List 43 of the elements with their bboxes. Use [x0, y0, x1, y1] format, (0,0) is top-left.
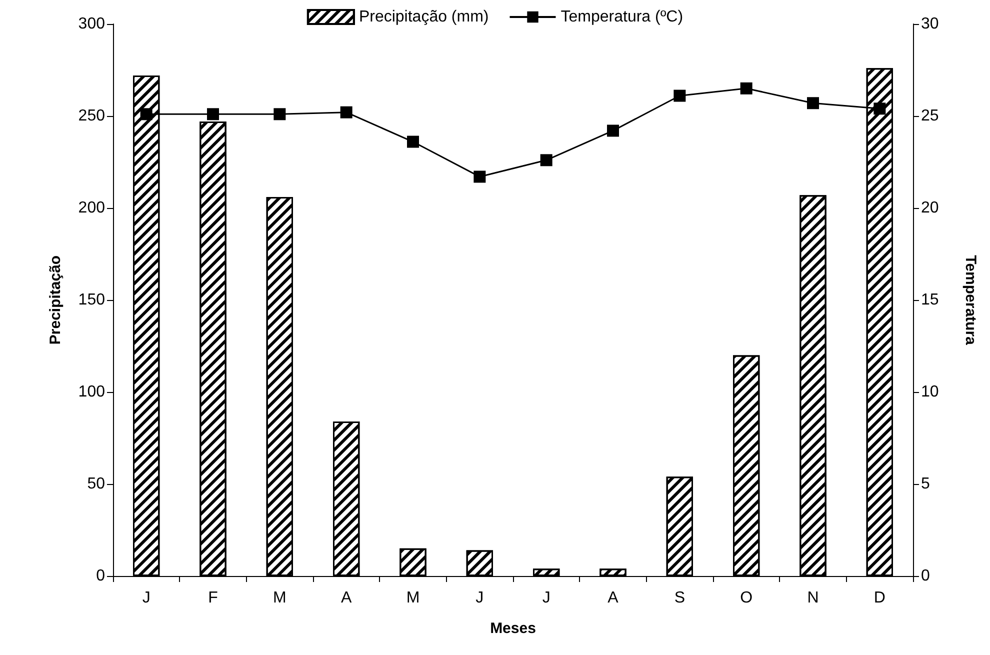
y-tick-label: 50 — [87, 476, 106, 492]
point — [474, 170, 486, 183]
point — [807, 97, 819, 110]
x-tick-label: A — [340, 590, 352, 606]
y2-axis-title: Temperatura — [962, 255, 979, 346]
x-tick-label: N — [807, 590, 819, 606]
y2-tick-label: 5 — [921, 476, 930, 492]
x-tick-label: M — [406, 590, 420, 606]
y-tick-label: 200 — [78, 200, 106, 216]
x-tick-label: S — [674, 590, 686, 606]
legend-label: Temperatura (ºC) — [560, 8, 684, 26]
y-tick-label: 300 — [78, 16, 106, 32]
y2-tick-label: 25 — [921, 108, 939, 124]
y2-tick-label: 30 — [921, 16, 939, 32]
y2-tick-label: 0 — [921, 568, 930, 584]
y-axis-title: Precipitação — [47, 255, 64, 345]
y-tick-label: 150 — [78, 292, 106, 308]
x-tick-label: D — [874, 590, 886, 606]
y-tick-label: 0 — [96, 568, 106, 584]
legend-label: Precipitação (mm) — [358, 8, 489, 26]
y-tick-label: 250 — [78, 108, 106, 124]
y2-tick-label: 10 — [921, 384, 939, 400]
x-tick-label: J — [476, 590, 484, 606]
point — [140, 108, 152, 120]
x-tick-label: O — [740, 590, 753, 606]
x-axis-title: Meses — [490, 620, 536, 637]
point — [607, 124, 619, 137]
point — [340, 106, 352, 118]
point — [407, 136, 419, 148]
point — [740, 82, 752, 94]
x-tick-label: J — [542, 590, 550, 606]
y-tick-label: 100 — [78, 384, 106, 400]
x-tick-label: J — [142, 590, 150, 606]
point — [207, 108, 219, 120]
x-tick-label: A — [608, 590, 619, 606]
y2-tick-label: 20 — [921, 200, 939, 216]
x-tick-label: F — [208, 590, 218, 606]
point — [540, 154, 552, 166]
point — [274, 108, 286, 120]
point — [674, 90, 686, 102]
x-tick-label: M — [273, 590, 286, 606]
y2-tick-label: 15 — [921, 292, 939, 308]
point — [874, 102, 886, 115]
